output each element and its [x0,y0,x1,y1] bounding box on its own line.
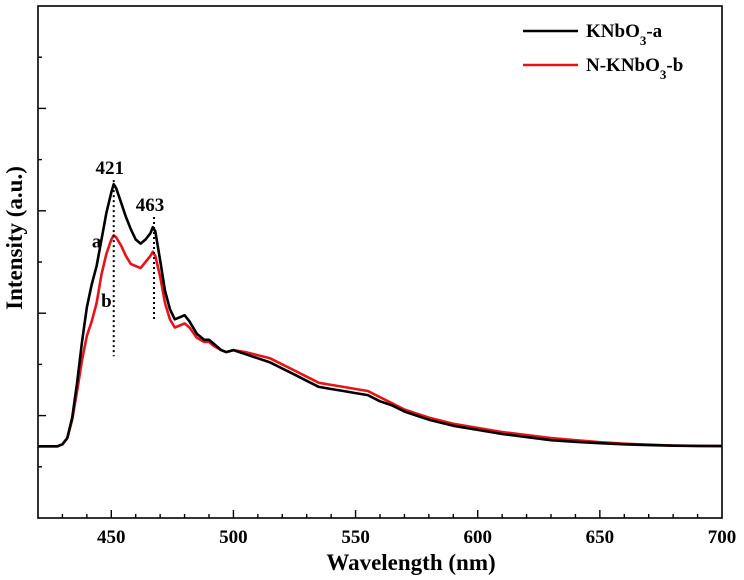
x-tick-label: 500 [219,527,248,548]
y-axis-label: Intensity (a.u.) [2,166,27,310]
plot-frame [37,5,723,519]
legend-label: KNbO3-a [586,21,663,48]
x-tick-label: 450 [97,527,126,548]
curve-label-a: a [92,232,102,253]
x-tick-label: 650 [586,527,615,548]
x-tick-label: 600 [463,527,492,548]
peak-label: 463 [136,195,165,216]
series-line-b [38,234,723,448]
plot-frame-rect [37,5,723,519]
series-line-a [38,182,723,448]
y-axis-ticks [38,56,46,468]
x-axis-label: Wavelength (nm) [326,550,495,575]
legend: KNbO3-a N-KNbO3-b [523,21,683,82]
peak-annotations: 421 463 a b [92,158,165,357]
x-axis-ticks: 450 500 550 600 650 700 [61,510,737,548]
curve-label-b: b [101,291,112,312]
x-tick-label: 550 [341,527,370,548]
legend-label: N-KNbO3-b [586,55,683,82]
series-curves [38,182,723,448]
peak-label: 421 [95,158,124,179]
x-tick-label: 700 [708,527,737,548]
